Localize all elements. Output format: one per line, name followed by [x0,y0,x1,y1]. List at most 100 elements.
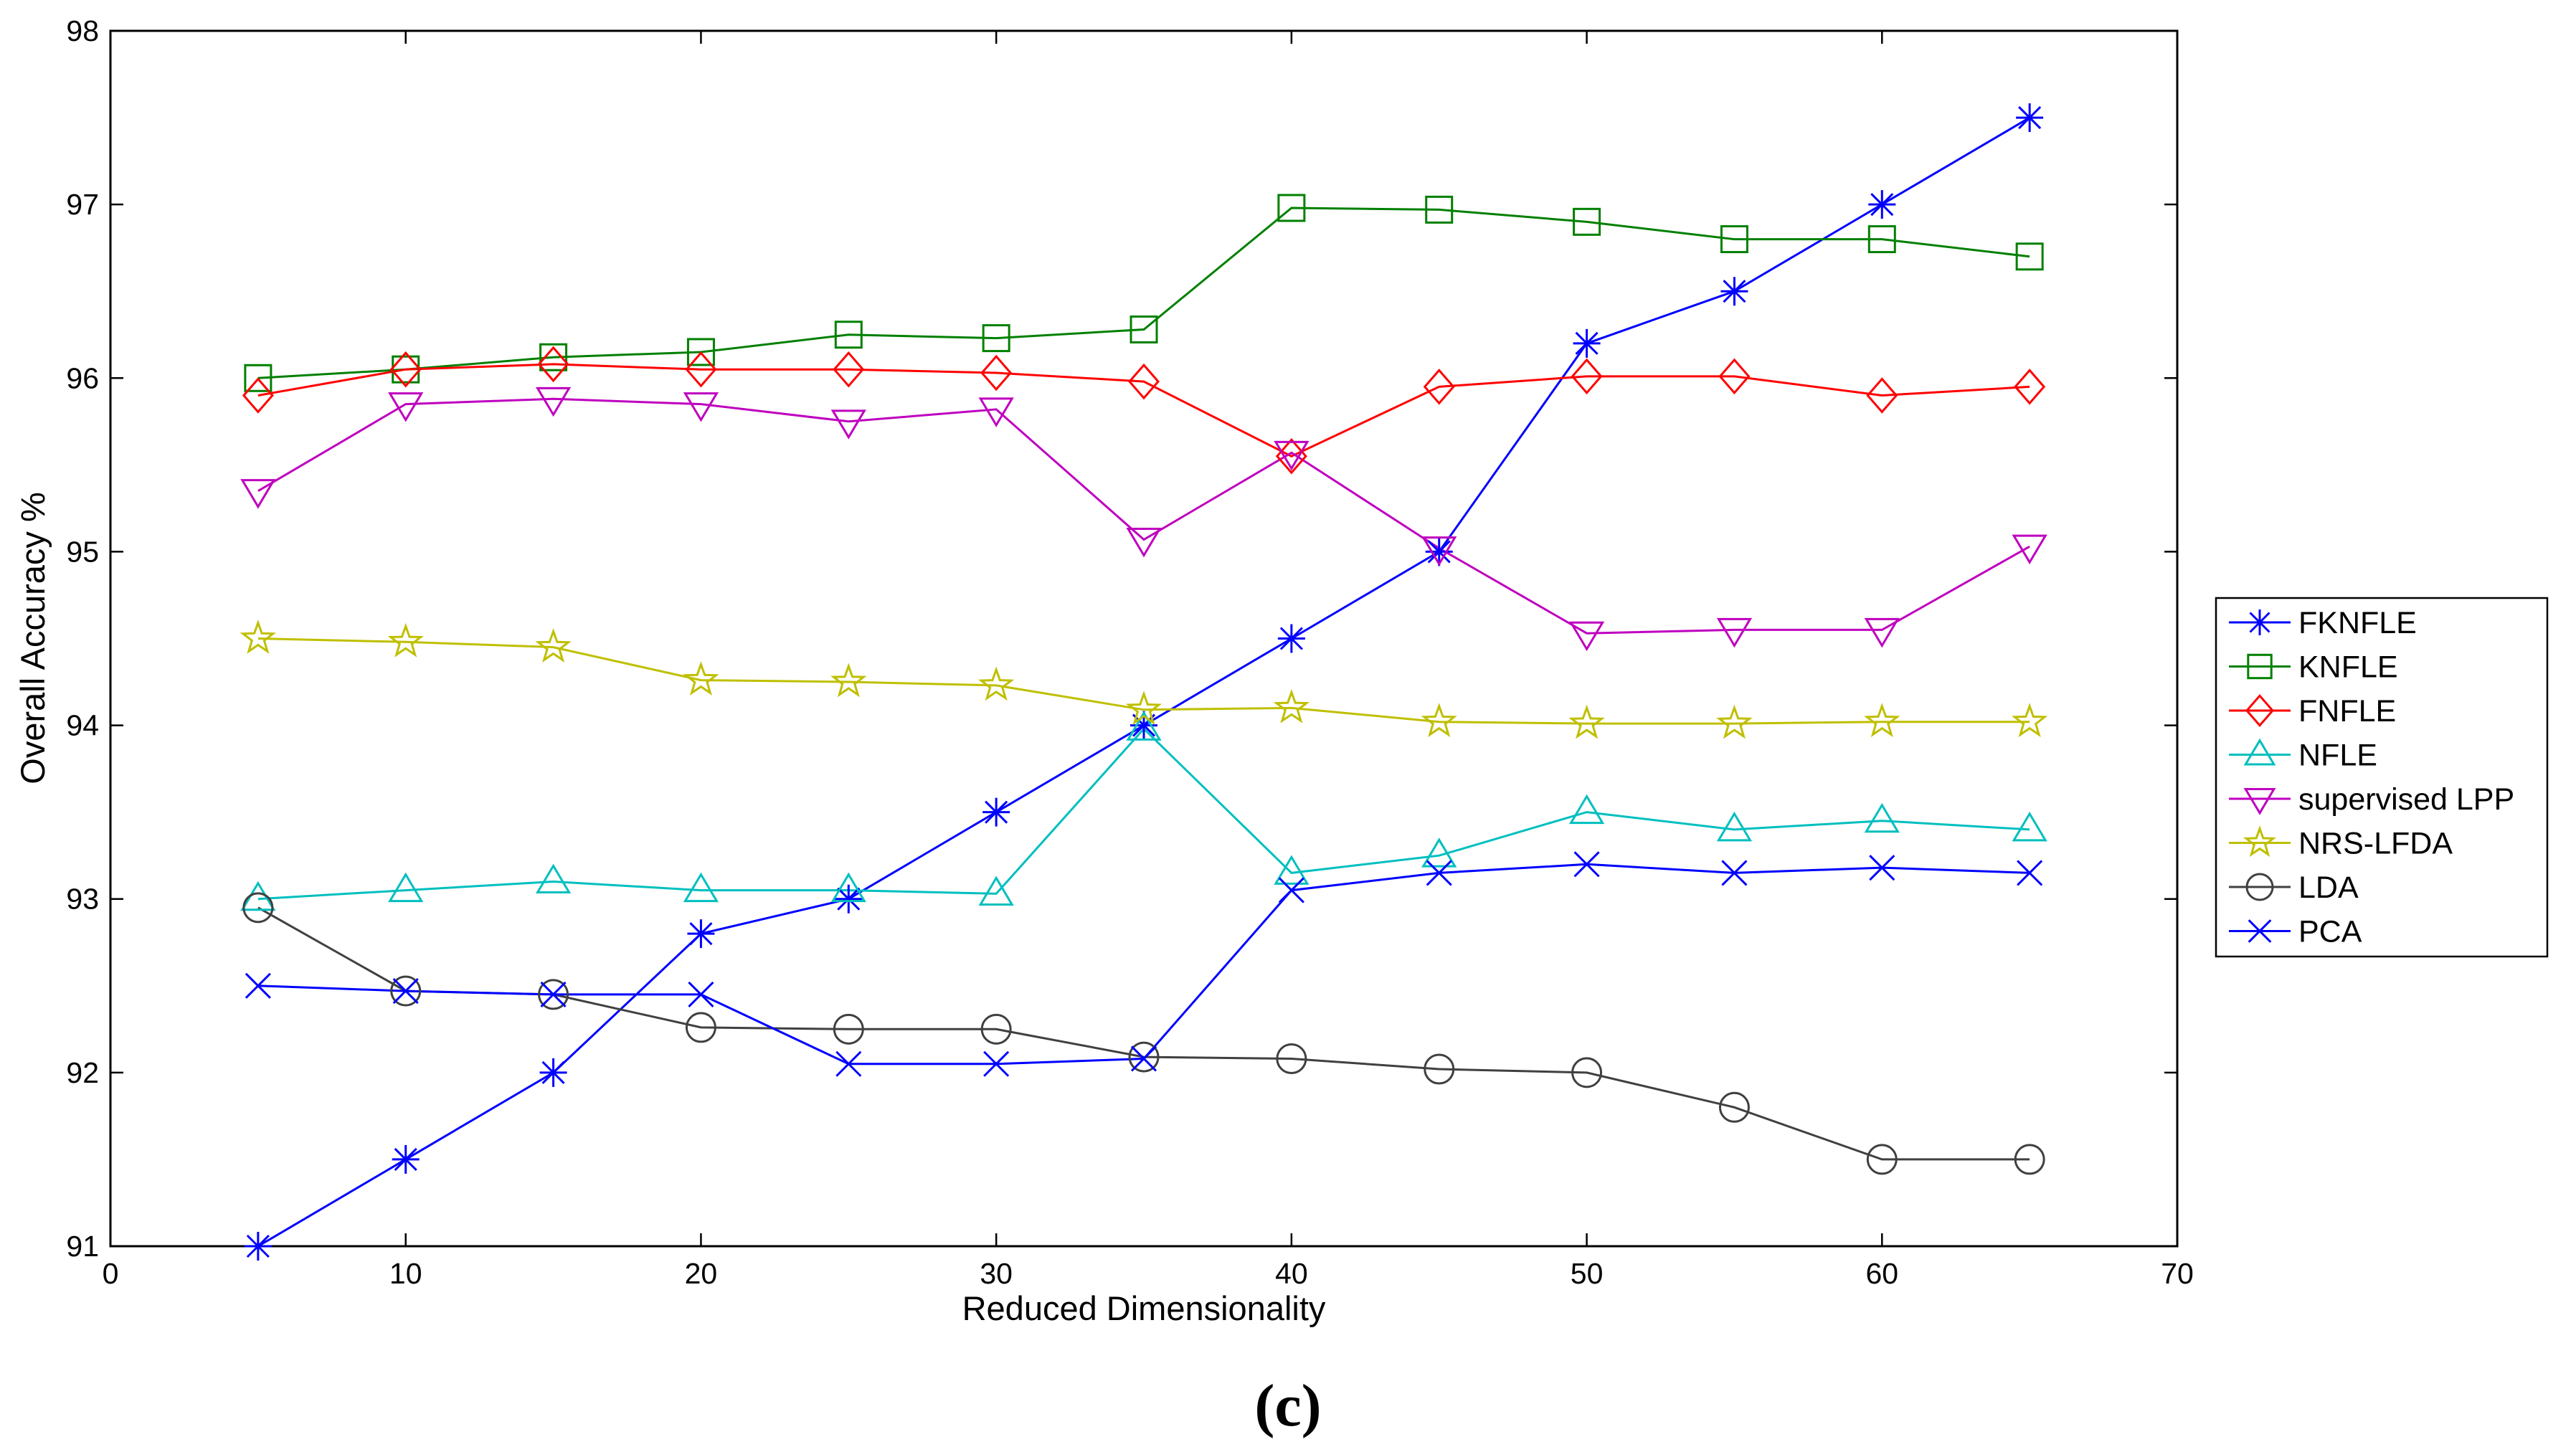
point-knfle [1130,315,1158,343]
point-lda [1866,1144,1898,1175]
point-nfle [1421,837,1457,868]
point-knfle [1573,207,1601,236]
figure-caption: (c) [1254,1372,1321,1439]
point-nfle [1568,794,1605,825]
x-tick-label: 10 [389,1257,422,1290]
point-fnfle [833,351,865,388]
point-pca [1278,877,1304,903]
y-tick-label: 96 [66,361,99,394]
point-nrs-lfda [535,628,572,663]
y-tick-label: 97 [66,188,99,221]
point-nfle [978,876,1014,906]
point-fknfle [1425,537,1453,566]
x-tick-label: 20 [685,1257,718,1290]
point-fnfle [980,354,1013,392]
point-fnfle [242,377,274,414]
point-knfle [834,321,863,349]
x-axis-label: Reduced Dimensionality [962,1289,1326,1327]
point-supervised-lpp [830,409,866,440]
point-nfle [830,872,866,903]
point-fknfle [1720,277,1748,306]
y-tick-label: 98 [66,14,99,47]
point-fknfle [1277,624,1305,653]
point-knfle [982,324,1010,353]
point-knfle [392,355,420,384]
point-supervised-lpp [683,392,719,422]
point-supervised-lpp [1274,440,1310,471]
point-fnfle [2014,369,2046,405]
point-nrs-lfda [2011,703,2048,738]
series-line-supervised-lpp [257,397,2030,635]
legend-marker-supervised-lpp [2243,788,2276,815]
point-supervised-lpp [535,386,572,417]
legend: FKNFLE KNFLE FNFLE NFLE supervised LPP NRS-LF… [2215,597,2549,958]
point-nfle [1864,802,1900,833]
point-supervised-lpp [2012,534,2047,565]
point-pca [688,981,714,1007]
point-fnfle [1718,358,1751,395]
point-lda [1718,1091,1750,1123]
point-lda [538,979,569,1010]
point-nrs-lfda [387,622,424,658]
point-pca [540,981,567,1007]
point-knfle [1720,225,1748,254]
point-nrs-lfda [977,666,1015,701]
point-lda [980,1013,1012,1045]
x-tick-label: 50 [1571,1257,1604,1290]
point-supervised-lpp [1716,617,1753,648]
point-supervised-lpp [240,479,276,509]
point-nrs-lfda [240,620,277,654]
axis-ticks: 0 10 20 30 40 50 60 70 91 92 93 94 95 96 97 98 [66,14,2193,1290]
point-fknfle [1868,190,1896,219]
legend-marker-knfle [2247,653,2273,680]
point-fknfle [244,1232,272,1261]
point-pca [392,977,419,1005]
series-line-knfle [257,207,2030,379]
series-line-fnfle [257,363,2030,457]
point-nfle [1716,811,1753,842]
point-lda [1571,1057,1603,1088]
legend-label-fknfle: FKNFLE [2298,606,2417,640]
y-tick-label: 92 [66,1056,99,1089]
x-tick-label: 70 [2161,1257,2194,1290]
point-knfle [2015,242,2044,271]
point-nrs-lfda [1421,703,1457,738]
legend-marker-fnfle [2245,694,2274,727]
point-pca [245,972,271,999]
point-lda [1424,1053,1455,1085]
point-nfle [535,863,572,893]
point-nrs-lfda [1716,704,1753,739]
series-markers [240,103,2048,1261]
legend-marker-fknfle [2247,609,2273,635]
legend-label-fnfle: FNFLE [2298,694,2396,729]
point-nrs-lfda [1568,704,1605,739]
point-fknfle [1130,711,1157,740]
point-nrs-lfda [830,663,867,698]
point-fknfle [1573,328,1601,358]
point-pca [2017,860,2043,886]
point-fknfle [982,797,1010,827]
x-tick-label: 0 [103,1257,119,1290]
point-lda [242,892,274,924]
point-pca [1426,860,1452,886]
point-nrs-lfda [1864,703,1900,738]
point-pca [1130,1045,1157,1072]
point-pca [1721,860,1748,886]
point-fnfle [1128,363,1160,400]
legend-label-pca: PCA [2298,915,2362,949]
point-knfle [1425,195,1454,224]
point-fnfle [537,346,569,383]
legend-label-lda: LDA [2298,870,2359,905]
legend-marker-nfle [2243,738,2276,766]
legend-marker-lda [2245,873,2274,901]
y-axis-label: Overall Accuracy % [14,492,52,784]
point-supervised-lpp [388,392,424,422]
point-fknfle [539,1058,567,1087]
point-fnfle [1866,377,1898,414]
legend-marker-nrs-lfda [2243,825,2276,858]
point-nfle [388,872,424,903]
legend-label-nrs-lfda: NRS-LFDA [2298,827,2453,861]
point-supervised-lpp [1126,527,1162,558]
legend-marker-pca [2248,919,2272,943]
